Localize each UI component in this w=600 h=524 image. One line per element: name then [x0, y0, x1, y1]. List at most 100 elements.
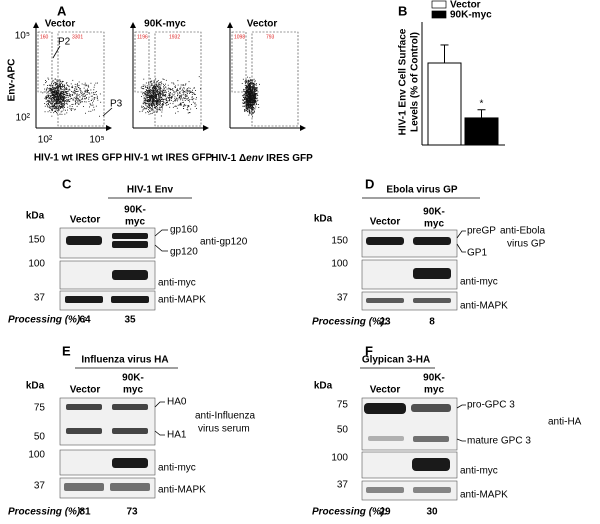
dot	[253, 91, 254, 93]
dot	[88, 92, 90, 94]
dot	[254, 94, 255, 96]
dot	[249, 102, 251, 104]
dot	[149, 101, 151, 103]
dot	[47, 100, 48, 102]
dot	[53, 81, 55, 83]
dot	[161, 111, 163, 113]
dot	[154, 101, 155, 103]
dot	[247, 84, 249, 86]
dot	[194, 102, 196, 104]
dot	[243, 89, 245, 90]
dot	[163, 89, 165, 91]
dot	[172, 96, 173, 98]
dot	[150, 84, 152, 86]
dot	[52, 104, 53, 106]
dot	[54, 84, 56, 86]
dot	[52, 85, 54, 86]
dot	[56, 79, 58, 81]
band	[366, 298, 404, 303]
dot	[250, 98, 252, 100]
plot-title: Vector	[247, 19, 278, 30]
dot	[250, 97, 252, 99]
dot	[172, 103, 174, 105]
dot	[153, 81, 155, 83]
dot	[185, 96, 187, 98]
dot	[56, 90, 58, 92]
dot	[84, 101, 86, 103]
dot	[56, 93, 58, 95]
dot	[254, 97, 256, 99]
dot	[84, 98, 86, 100]
dot	[147, 111, 148, 113]
dot	[254, 102, 256, 103]
dot	[57, 92, 59, 93]
dot	[152, 92, 153, 94]
dot	[50, 88, 51, 89]
dot	[252, 83, 254, 85]
dot	[156, 98, 157, 100]
dot	[248, 94, 250, 96]
dot	[46, 104, 47, 106]
dot	[181, 98, 183, 100]
dot	[252, 108, 254, 110]
dot	[250, 89, 252, 91]
dot	[88, 96, 90, 98]
dot	[49, 90, 50, 92]
dot	[187, 90, 189, 92]
dot	[56, 107, 57, 108]
dot	[62, 107, 64, 109]
dot	[158, 106, 160, 108]
dot	[245, 106, 247, 107]
dot	[152, 109, 154, 111]
dot	[146, 105, 148, 107]
dot	[48, 78, 50, 80]
dot	[51, 90, 53, 92]
dot	[74, 88, 76, 90]
dot	[68, 99, 69, 101]
dot	[243, 96, 245, 98]
dot	[72, 98, 74, 100]
dot	[155, 98, 157, 99]
dot	[148, 107, 150, 108]
dot	[251, 102, 253, 104]
dot	[146, 100, 148, 102]
dot	[253, 101, 255, 102]
dot	[179, 103, 181, 105]
dot	[189, 90, 191, 92]
dot	[58, 109, 60, 111]
dot	[250, 86, 252, 88]
dot	[168, 95, 170, 96]
x-tick: 10⁵	[89, 135, 104, 146]
dot	[256, 93, 258, 94]
band	[110, 483, 150, 491]
dot	[250, 83, 252, 85]
dot	[184, 95, 186, 97]
dot	[245, 95, 247, 96]
dot	[61, 86, 63, 88]
dot	[60, 108, 62, 109]
dot	[64, 90, 66, 92]
dot	[76, 88, 78, 90]
dot	[165, 83, 166, 85]
dot	[184, 105, 186, 107]
dot	[248, 101, 250, 103]
dot	[89, 103, 91, 105]
dot	[185, 104, 187, 106]
dot	[249, 86, 251, 87]
dot	[68, 92, 70, 94]
dot	[56, 100, 58, 101]
dot	[198, 76, 200, 78]
dot	[151, 87, 153, 89]
dot	[188, 100, 190, 101]
dot	[147, 96, 149, 98]
dot	[146, 107, 148, 109]
dot	[153, 103, 155, 105]
dot	[242, 102, 244, 104]
dot	[249, 93, 251, 94]
dot	[180, 84, 182, 86]
dot	[156, 90, 158, 92]
dot	[255, 94, 257, 96]
dot	[195, 104, 197, 106]
dot	[192, 99, 194, 101]
